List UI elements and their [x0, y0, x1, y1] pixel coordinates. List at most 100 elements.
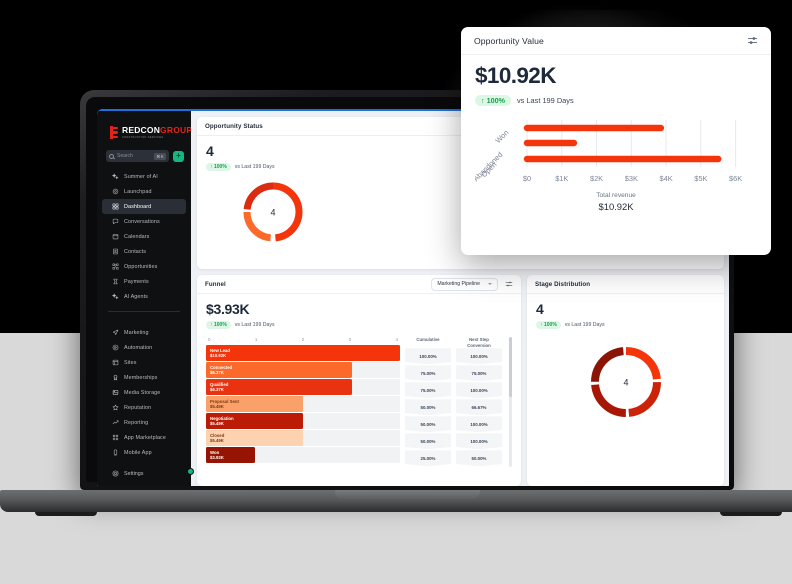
- sidebar-item-label: Contacts: [124, 248, 147, 255]
- total-revenue-label: Total revenue: [596, 191, 636, 199]
- svg-text:4: 4: [623, 378, 628, 388]
- card-body: $3.93K ↑ 100% vs Last 199 Days: [197, 294, 521, 473]
- card-opportunity-value: Opportunity Value $10.92K ↑ 100% vs Last…: [461, 27, 771, 255]
- reputation-icon: [112, 404, 119, 411]
- sidebar-item-conversations[interactable]: Conversations: [102, 214, 186, 229]
- compare-label: vs Last 199 Days: [516, 95, 574, 105]
- sidebar-item-reputation[interactable]: Reputation: [102, 400, 186, 415]
- card-title-opportunity-status: Opportunity Status: [205, 122, 263, 130]
- funnel-stage-value: $6.37K: [210, 386, 224, 392]
- axis-tick: 2: [301, 337, 305, 343]
- sidebar-item-label: Launchpad: [124, 188, 152, 195]
- funnel-scrollbar[interactable]: [509, 337, 512, 468]
- pipeline-select[interactable]: Marketing Pipeline: [431, 277, 498, 291]
- search-input[interactable]: Search ⌘K: [106, 150, 169, 162]
- funnel-nextstep-cell: 75.00%: [456, 365, 502, 382]
- funnel-bar[interactable]: Connected $6.37K: [206, 362, 352, 379]
- axis-tick-label: $3K: [625, 174, 638, 183]
- ai-agents-icon: [112, 293, 119, 300]
- dashboard-icon: [112, 203, 119, 210]
- sidebar-item-payments[interactable]: Payments: [102, 274, 186, 289]
- card-stage-distribution: Stage Distribution 4 ↑ 100%: [527, 275, 724, 486]
- sidebar-item-mobile-app[interactable]: Mobile App: [102, 445, 186, 460]
- axis-tick-label: $6K: [729, 174, 742, 183]
- funnel-cumulative-cell: 50.00%: [405, 399, 451, 416]
- payments-icon: [112, 278, 119, 285]
- redcon-logo-icon: [110, 126, 119, 139]
- sidebar-item-label: Conversations: [124, 218, 160, 225]
- sidebar-item-label: Summer of AI: [124, 173, 158, 180]
- sliders-icon[interactable]: [747, 35, 758, 46]
- axis-tick-label: $0: [523, 174, 531, 183]
- funnel-nextstep-cell: 100.00%: [456, 416, 502, 433]
- quick-add-button[interactable]: +: [173, 150, 184, 162]
- chat-icon: [112, 218, 119, 225]
- funnel-cumulative-cell: 100.00%: [405, 348, 451, 365]
- sidebar-item-label: Media Storage: [124, 389, 161, 396]
- axis-tick-label: $2K: [590, 174, 603, 183]
- delta-value: 100%: [544, 321, 557, 328]
- search-icon: [109, 153, 114, 159]
- sidebar-item-contacts[interactable]: Contacts: [102, 244, 186, 259]
- funnel-stage-name: Negotiation: [210, 415, 234, 421]
- brand-logo[interactable]: REDCONGROUP CONSTRUCTION SERVICES: [97, 120, 192, 142]
- gear-icon: [112, 470, 119, 477]
- funnel-nextstep-cell: 100.00%: [456, 348, 502, 365]
- donut-svg: 4: [590, 347, 661, 418]
- sidebar-item-label: Calendars: [124, 233, 150, 240]
- laptop-trackpad-notch: [335, 490, 480, 499]
- sidebar-item-sites[interactable]: Sites: [102, 355, 186, 370]
- sidebar-item-marketing[interactable]: Marketing: [102, 325, 186, 340]
- automation-icon: [112, 344, 119, 351]
- funnel-bar[interactable]: New Lead $10.92K: [206, 345, 400, 362]
- funnel-bar[interactable]: Closed $5.49K: [206, 430, 303, 447]
- sidebar-item-launchpad[interactable]: Launchpad: [102, 184, 186, 199]
- delta-value: 100%: [214, 321, 227, 328]
- opportunity-status-donut: 4: [240, 179, 306, 250]
- stage-distribution-donut: 4: [536, 343, 715, 421]
- funnel-bar[interactable]: Won $3.93K: [206, 447, 255, 464]
- sliders-icon[interactable]: [505, 280, 513, 288]
- sidebar-item-reporting[interactable]: Reporting: [102, 415, 186, 430]
- status-badge-delta: ↑ 100%: [475, 94, 511, 106]
- sidebar-item-summer-of-ai[interactable]: Summer of AI: [102, 169, 186, 184]
- sidebar-item-app-marketplace[interactable]: App Marketplace: [102, 430, 186, 445]
- reporting-icon: [112, 419, 119, 426]
- status-badge-delta: ↑ 100%: [206, 321, 231, 330]
- laptop-base: [0, 490, 792, 512]
- sidebar-item-automation[interactable]: Automation: [102, 340, 186, 355]
- funnel-stage-value: $3.93K: [210, 454, 224, 460]
- caret-up-icon: ↑: [481, 95, 485, 105]
- axis-tick: 4: [395, 337, 398, 343]
- sidebar: REDCONGROUP CONSTRUCTION SERVICES Search…: [97, 111, 194, 486]
- rocket-icon: [112, 188, 119, 195]
- funnel-cumulative-column: Cumulative 100.00% 75.00% 75.00% 50.00% 50.0…: [405, 337, 451, 467]
- funnel-bar-track: Connected $6.37K: [206, 362, 400, 379]
- funnel-bar[interactable]: Qualified $6.37K: [206, 379, 352, 396]
- sidebar-item-memberships[interactable]: Memberships: [102, 370, 186, 385]
- funnel-stage-value: $5.49K: [210, 437, 224, 443]
- funnel-nextstep-cell: 66.67%: [456, 399, 502, 416]
- sidebar-item-label: Opportunities: [124, 263, 158, 270]
- funnel-cumulative-cell: 50.00%: [405, 416, 451, 433]
- sidebar-divider: [108, 311, 180, 312]
- funnel-bar[interactable]: Proposal Sent $5.49K: [206, 396, 303, 413]
- sidebar-item-media-storage[interactable]: Media Storage: [102, 385, 186, 400]
- funnel-nextstep-cell: 50.00%: [456, 450, 502, 467]
- funnel-bar-track: New Lead $10.92K: [206, 345, 400, 362]
- chevron-down-icon: [488, 283, 492, 285]
- delta-value: 100%: [214, 163, 227, 170]
- sidebar-item-settings[interactable]: Settings: [97, 468, 194, 486]
- sidebar-nav-primary: Summer of AI Launchpad Dashboard Conversati…: [97, 162, 191, 304]
- opportunity-value-delta-row: ↑ 100% vs Last 199 Days: [475, 94, 757, 106]
- sidebar-item-ai-agents[interactable]: AI Agents: [102, 289, 186, 304]
- funnel-bar-track: Qualified $6.37K: [206, 379, 400, 396]
- funnel-bar[interactable]: Negotiation $5.49K: [206, 413, 303, 430]
- brand-tagline: CONSTRUCTION SERVICES: [122, 136, 164, 139]
- sidebar-item-dashboard[interactable]: Dashboard: [102, 199, 186, 214]
- sidebar-item-calendars[interactable]: Calendars: [102, 229, 186, 244]
- sidebar-item-label: Payments: [124, 278, 149, 285]
- sidebar-item-opportunities[interactable]: Opportunities: [102, 259, 186, 274]
- card-title-opportunity-value: Opportunity Value: [474, 35, 544, 46]
- funnel-cumulative-cell: 25.00%: [405, 450, 451, 467]
